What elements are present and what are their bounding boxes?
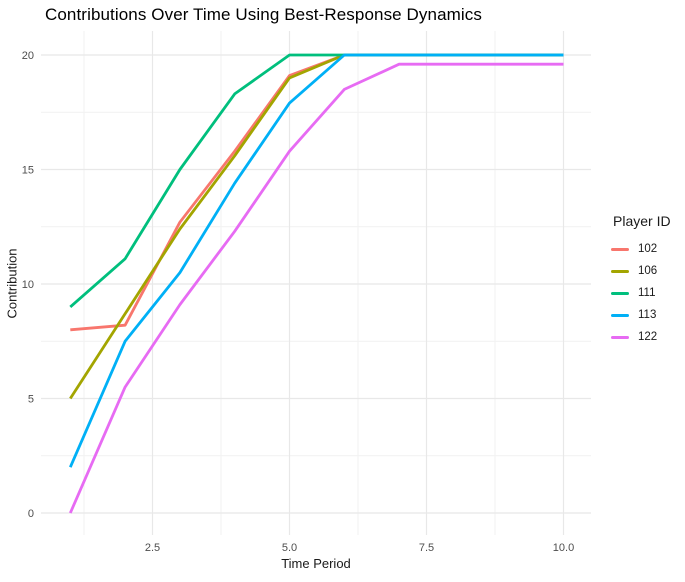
legend-title: Player ID: [613, 213, 671, 229]
legend-item-106: 106: [611, 260, 671, 282]
legend-key-line: [611, 269, 629, 273]
legend-item-label: 111: [638, 287, 656, 299]
legend-key-line: [611, 313, 629, 317]
legend-key-line: [611, 291, 629, 295]
legend-item-102: 102: [611, 238, 671, 260]
legend: Player ID 102 106 111 113 122: [611, 213, 671, 348]
x-tick-label: 10.0: [553, 542, 574, 554]
legend-item-111: 111: [611, 282, 671, 304]
y-tick-label: 0: [28, 508, 34, 520]
legend-item-122: 122: [611, 326, 671, 348]
y-tick-label: 5: [28, 394, 34, 406]
series-line-113: [69, 53, 564, 468]
series-line-111: [69, 53, 564, 308]
legend-item-label: 122: [638, 331, 658, 343]
y-tick-label: 15: [22, 165, 34, 177]
legend-item-label: 113: [638, 309, 657, 321]
legend-item-label: 106: [638, 265, 658, 277]
legend-key-line: [611, 247, 629, 251]
y-tick-label: 20: [22, 50, 34, 62]
chart-title: Contributions Over Time Using Best-Respo…: [45, 5, 482, 24]
x-tick-label: 7.5: [419, 542, 434, 554]
legend-items: 102 106 111 113 122: [611, 238, 671, 348]
x-tick-label: 5.0: [282, 542, 297, 554]
series-line-102: [70, 53, 564, 332]
y-tick-label: 10: [22, 279, 34, 291]
y-axis-title-wrap: Contribution: [2, 31, 22, 535]
series-line-122: [69, 62, 564, 514]
x-axis-title: Time Period: [281, 556, 351, 571]
legend-key-line: [611, 335, 629, 339]
x-tick-label: 2.5: [145, 542, 160, 554]
y-axis-title: Contribution: [4, 247, 20, 319]
legend-item-113: 113: [611, 304, 671, 326]
legend-item-label: 102: [638, 243, 658, 255]
